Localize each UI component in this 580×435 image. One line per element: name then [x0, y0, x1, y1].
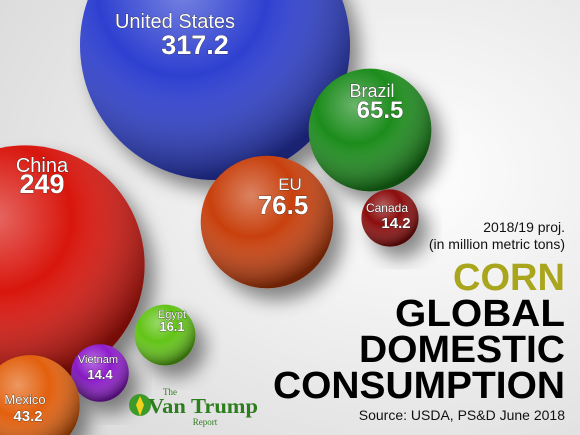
bubble-value: 76.5: [258, 190, 309, 220]
logo-text: Report: [193, 417, 218, 427]
bubble-name: China: [16, 155, 69, 177]
bubble-name: Egypt: [158, 309, 186, 321]
subtitle: 2018/19 proj.: [483, 219, 565, 235]
bubble-shading: [80, 0, 350, 180]
bubble-value: 65.5: [357, 97, 404, 124]
bubble-shading: [200, 155, 334, 289]
bubble-shading: [71, 344, 129, 402]
bubble-shading: [0, 145, 145, 385]
logo-text: The: [163, 387, 177, 397]
bubble-value: 317.2: [161, 30, 229, 60]
logo: The Van Trump Report: [129, 387, 258, 427]
bubble-value: 43.2: [13, 408, 42, 425]
bubble-shading: [134, 304, 196, 366]
bubble-value: 14.4: [87, 367, 113, 382]
bubble-name: Vietnam: [78, 354, 118, 366]
source: Source: USDA, PS&D June 2018: [359, 407, 565, 423]
bubble-shading: [0, 355, 80, 435]
bubble-name: Canada: [366, 201, 408, 215]
title-line: CORN: [453, 257, 565, 299]
bubble-shading: [361, 189, 419, 247]
title-line: DOMESTIC: [359, 329, 565, 371]
logo-icon: [136, 396, 144, 416]
subtitle: (in million metric tons): [429, 236, 565, 252]
title-line: CONSUMPTION: [273, 365, 565, 407]
bubble-name: Mexico: [4, 392, 45, 407]
bubble-value: 16.1: [159, 319, 184, 334]
bubble-name: Brazil: [349, 81, 394, 101]
bubble-shading: [308, 68, 432, 192]
bubble-value: 249: [19, 169, 64, 199]
bubble-name: EU: [278, 175, 302, 194]
title-line: GLOBAL: [395, 293, 565, 335]
bubble-value: 14.2: [381, 215, 410, 232]
logo-text: Van Trump: [148, 394, 258, 418]
bubble-name: United States: [115, 11, 235, 33]
